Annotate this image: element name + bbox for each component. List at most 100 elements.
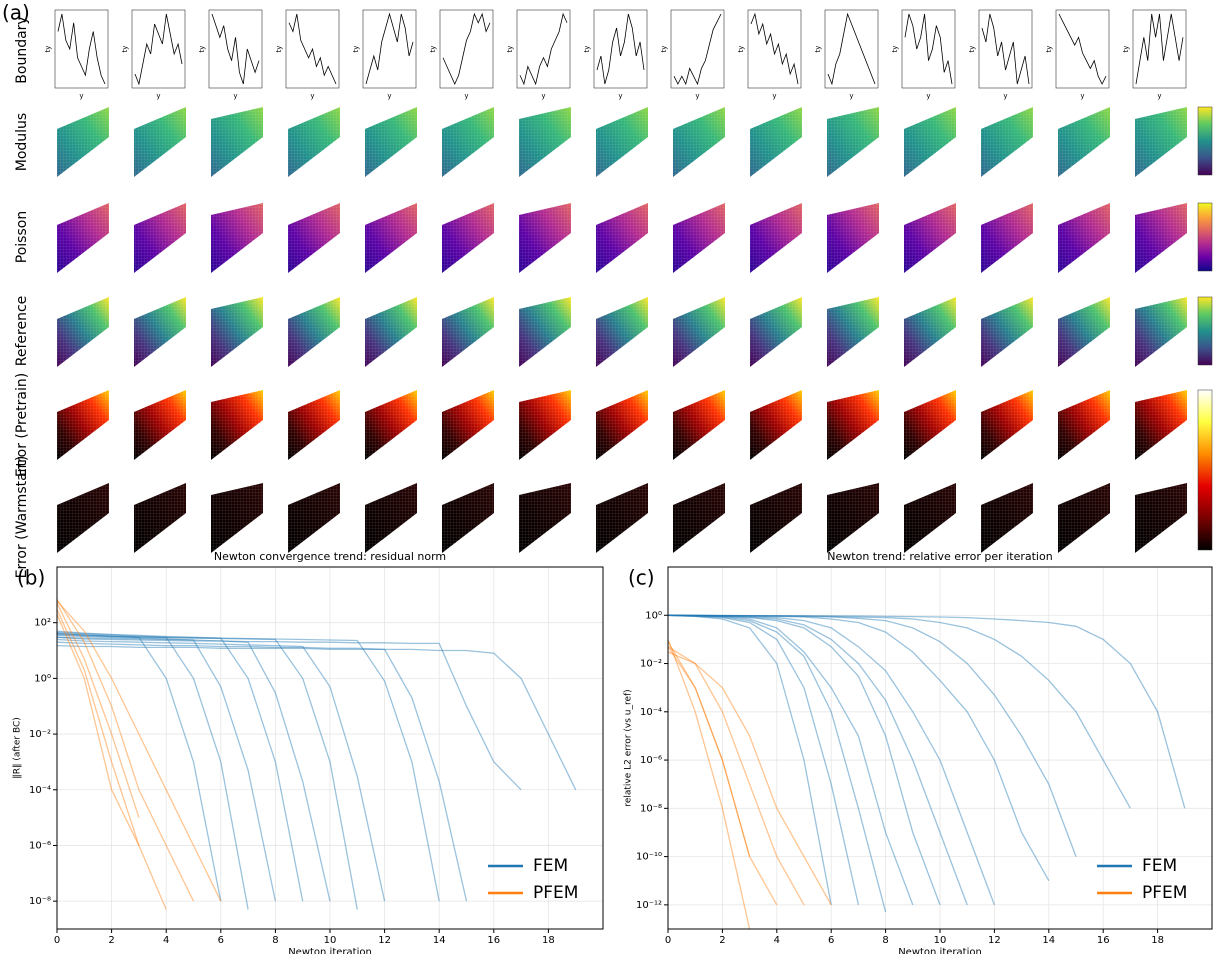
mesh-overlay	[288, 390, 340, 460]
axis-label: ty	[275, 46, 283, 53]
mesh-overlay	[904, 390, 956, 460]
axis-label: ty	[891, 46, 899, 53]
mesh-overlay	[442, 297, 494, 367]
series-line	[667, 614, 860, 906]
boundary-trace	[904, 13, 953, 85]
axis-label: y	[387, 92, 391, 100]
mesh-overlay	[673, 203, 725, 273]
mesh-overlay	[827, 390, 879, 460]
subplot-frame	[978, 9, 1033, 89]
series-line	[56, 631, 249, 910]
x-tick-label: 0	[54, 935, 60, 946]
boundary-trace	[211, 13, 260, 85]
mesh-overlay	[519, 297, 571, 367]
mesh-overlay	[904, 483, 956, 553]
mesh-overlay	[904, 107, 956, 177]
x-tick-label: 12	[378, 935, 391, 946]
mesh-overlay	[211, 297, 263, 367]
mesh-overlay	[1135, 297, 1187, 367]
mesh-overlay	[288, 107, 340, 177]
mesh-overlay	[904, 297, 956, 367]
mesh-overlay	[1135, 483, 1187, 553]
axis-label: y	[849, 92, 853, 100]
series-line	[667, 614, 914, 906]
mesh-overlay	[442, 203, 494, 273]
mesh-overlay	[211, 107, 263, 177]
series-line	[56, 609, 140, 846]
mesh-overlay	[827, 203, 879, 273]
x-tick-label: 4	[163, 935, 169, 946]
y-axis-label: ‖R‖ (after BC)	[13, 717, 23, 779]
mesh-overlay	[673, 483, 725, 553]
x-tick-label: 12	[988, 935, 1001, 946]
series-line	[667, 614, 1186, 809]
mesh-overlay	[519, 203, 571, 273]
row-label: Modulus	[14, 113, 30, 171]
y-tick-label: 10⁰	[645, 610, 662, 621]
x-tick-label: 10	[324, 935, 337, 946]
mesh-overlay	[442, 390, 494, 460]
series-line	[56, 600, 222, 902]
axis-label: ty	[583, 46, 591, 53]
mesh-overlay	[750, 297, 802, 367]
x-tick-label: 14	[1042, 935, 1055, 946]
mesh-overlay	[1058, 390, 1110, 460]
y-tick-label: 10⁻⁸	[29, 896, 51, 907]
mesh-overlay	[57, 390, 109, 460]
colorbar	[1197, 202, 1213, 272]
y-tick-label: 10⁻⁴	[640, 707, 662, 718]
boundary-trace	[827, 12, 876, 86]
boundary-trace	[134, 13, 183, 86]
mesh-overlay	[442, 107, 494, 177]
x-tick-label: 6	[218, 935, 224, 946]
boundary-trace	[1058, 13, 1107, 85]
axis-label: ty	[1122, 46, 1130, 53]
subplot-frame	[516, 9, 571, 89]
mesh-overlay	[827, 297, 879, 367]
mesh-overlay	[365, 390, 417, 460]
mesh-overlay	[596, 390, 648, 460]
series-line	[667, 651, 832, 906]
axis-label: ty	[660, 46, 668, 53]
mesh-overlay	[596, 483, 648, 553]
mesh-overlay	[673, 107, 725, 177]
series-line	[667, 639, 751, 930]
x-tick-label: 2	[719, 935, 725, 946]
mesh-overlay	[981, 390, 1033, 460]
mesh-overlay	[211, 483, 263, 553]
mesh-overlay	[1058, 203, 1110, 273]
series-line	[56, 602, 140, 818]
mesh-overlay	[981, 297, 1033, 367]
row-label: Reference	[14, 296, 30, 367]
plot-frame	[667, 566, 1213, 930]
plot-frame	[56, 566, 604, 930]
mesh-overlay	[134, 203, 186, 273]
y-axis-label: relative L2 error (vs u_ref)	[624, 689, 634, 806]
x-tick-label: 14	[433, 935, 446, 946]
series-line	[56, 634, 277, 902]
subplot-frame	[362, 9, 417, 89]
x-tick-label: 18	[542, 935, 555, 946]
axis-label: y	[79, 92, 83, 100]
series-line	[56, 633, 222, 902]
axis-label: y	[156, 92, 160, 100]
x-tick-label: 16	[487, 935, 500, 946]
mesh-overlay	[750, 107, 802, 177]
y-tick-label: 10²	[34, 618, 51, 629]
mesh-overlay	[596, 203, 648, 273]
mesh-overlay	[519, 483, 571, 553]
mesh-overlay	[365, 107, 417, 177]
series-line	[56, 614, 167, 910]
x-tick-label: 4	[774, 935, 780, 946]
series-line	[667, 614, 1077, 857]
mesh-overlay	[1058, 297, 1110, 367]
series-line	[56, 630, 304, 902]
y-tick-label: 10⁻⁶	[640, 755, 662, 766]
mesh-overlay	[442, 483, 494, 553]
legend-label: FEM	[1142, 856, 1177, 876]
boundary-trace	[442, 12, 491, 85]
subplot-frame	[54, 9, 109, 89]
series-line	[56, 636, 522, 791]
x-tick-label: 16	[1097, 935, 1110, 946]
